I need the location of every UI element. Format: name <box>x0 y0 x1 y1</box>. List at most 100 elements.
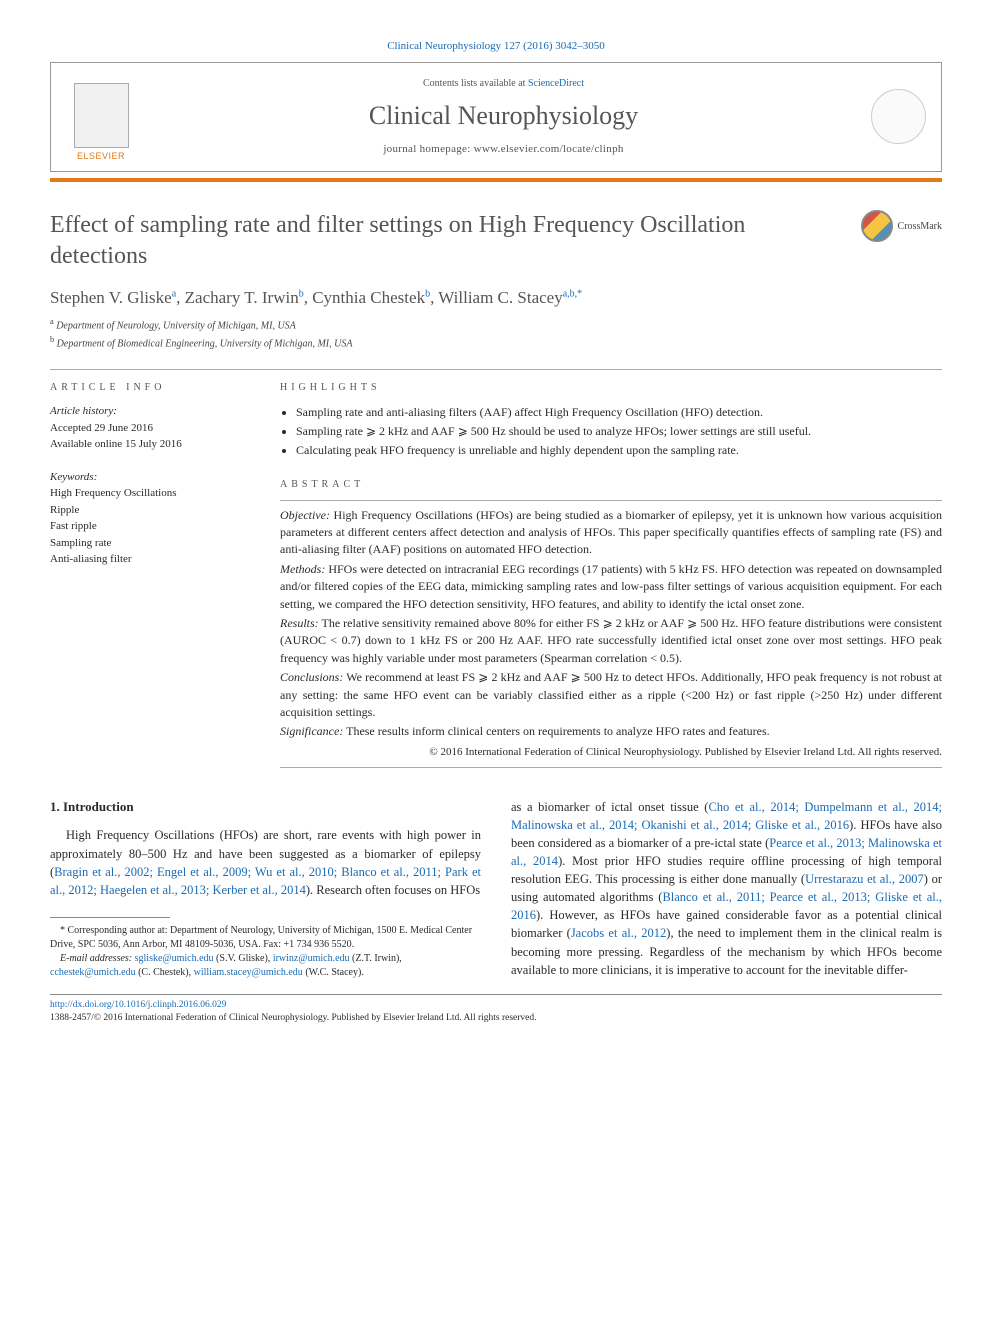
abs-results: Results: The relative sensitivity remain… <box>280 615 942 667</box>
issn-copyright: 1388-2457/© 2016 International Federatio… <box>50 1012 942 1025</box>
journal-homepage[interactable]: journal homepage: www.elsevier.com/locat… <box>136 143 871 155</box>
page-container: Clinical Neurophysiology 127 (2016) 3042… <box>0 0 992 1066</box>
journal-name: Clinical Neurophysiology <box>136 101 871 131</box>
abstract-body: Objective: High Frequency Oscillations (… <box>280 507 942 761</box>
author-list: Stephen V. Gliskea, Zachary T. Irwinb, C… <box>50 288 942 308</box>
intro-heading: 1. Introduction <box>50 798 481 817</box>
abs-methods-text: HFOs were detected on intracranial EEG r… <box>280 562 942 611</box>
footnote-rule <box>50 917 170 918</box>
divider-top <box>50 369 942 370</box>
affiliation-b: b Department of Biomedical Engineering, … <box>50 334 942 351</box>
abs-methods: Methods: HFOs were detected on intracran… <box>280 561 942 613</box>
abs-results-text: The relative sensitivity remained above … <box>280 616 942 665</box>
corresponding-author: * Corresponding author at: Department of… <box>50 924 481 952</box>
author-2-aff: b <box>299 289 304 300</box>
history-label: Article history: <box>50 405 117 417</box>
highlights-list: Sampling rate and anti-aliasing filters … <box>280 403 942 461</box>
abs-significance-text: These results inform clinical centers on… <box>346 724 770 738</box>
intro-cite-6[interactable]: Jacobs et al., 2012 <box>571 926 666 940</box>
contents-prefix: Contents lists available at <box>423 78 528 89</box>
affiliation-a-text: Department of Neurology, University of M… <box>56 321 296 332</box>
abs-copyright: © 2016 International Federation of Clini… <box>280 745 942 761</box>
abs-conclusions: Conclusions: We recommend at least FS ⩾ … <box>280 669 942 721</box>
corresponding-star: * <box>577 289 582 300</box>
author-4-aff: a,b, <box>563 289 577 300</box>
author-1[interactable]: Stephen V. Gliske <box>50 288 172 307</box>
keywords-label: Keywords: <box>50 471 97 483</box>
journal-reference[interactable]: Clinical Neurophysiology 127 (2016) 3042… <box>50 40 942 52</box>
keyword-2: Fast ripple <box>50 520 97 532</box>
contents-list-line: Contents lists available at ScienceDirec… <box>136 78 871 89</box>
crossmark-label: CrossMark <box>898 221 942 232</box>
article-info-label: ARTICLE INFO <box>50 382 250 393</box>
column-left: 1. Introduction High Frequency Oscillati… <box>50 798 481 980</box>
affiliation-b-text: Department of Biomedical Engineering, Un… <box>57 338 353 349</box>
author-1-aff: a <box>172 289 176 300</box>
keyword-3: Sampling rate <box>50 537 111 549</box>
affiliation-a: a Department of Neurology, University of… <box>50 316 942 333</box>
header-center: Contents lists available at ScienceDirec… <box>136 78 871 155</box>
highlight-0: Sampling rate and anti-aliasing filters … <box>296 403 942 422</box>
footer-rule <box>50 994 942 995</box>
elsevier-tree-icon <box>74 83 129 148</box>
online-date: Available online 15 July 2016 <box>50 438 182 450</box>
email-1-name: (S.V. Gliske), <box>216 953 273 964</box>
keywords-block: Keywords: High Frequency Oscillations Ri… <box>50 469 250 568</box>
highlight-2: Calculating peak HFO frequency is unreli… <box>296 441 942 460</box>
abs-conclusions-text: We recommend at least FS ⩾ 2 kHz and AAF… <box>280 670 942 719</box>
abs-objective: Objective: High Frequency Oscillations (… <box>280 507 942 559</box>
email-2[interactable]: irwinz@umich.edu <box>273 953 350 964</box>
intro-cite-4[interactable]: Urrestarazu et al., 2007 <box>805 872 924 886</box>
keyword-0: High Frequency Oscillations <box>50 487 176 499</box>
info-row: ARTICLE INFO Article history: Accepted 2… <box>50 382 942 768</box>
elsevier-logo[interactable]: ELSEVIER <box>66 71 136 161</box>
highlights-label: HIGHLIGHTS <box>280 382 942 393</box>
intro-p2: as a biomarker of ictal onset tissue (Ch… <box>511 798 942 979</box>
abs-significance-label: Significance: <box>280 724 343 738</box>
highlight-1: Sampling rate ⩾ 2 kHz and AAF ⩾ 500 Hz s… <box>296 422 942 441</box>
highlights-abstract-column: HIGHLIGHTS Sampling rate and anti-aliasi… <box>280 382 942 768</box>
abs-objective-text: High Frequency Oscillations (HFOs) are b… <box>280 508 942 557</box>
affiliations: a Department of Neurology, University of… <box>50 316 942 351</box>
accepted-date: Accepted 29 June 2016 <box>50 422 153 434</box>
keyword-4: Anti-aliasing filter <box>50 553 132 565</box>
orange-divider <box>50 178 942 182</box>
author-3-aff: b <box>425 289 430 300</box>
email-label: E-mail addresses: <box>60 953 132 964</box>
abstract-rule <box>280 500 942 501</box>
author-4[interactable]: William C. Stacey <box>438 288 562 307</box>
abs-results-label: Results: <box>280 616 319 630</box>
elsevier-label: ELSEVIER <box>77 151 125 161</box>
sciencedirect-link[interactable]: ScienceDirect <box>528 78 584 89</box>
email-4-name: (W.C. Stacey). <box>305 967 364 978</box>
email-1[interactable]: sgliske@umich.edu <box>135 953 214 964</box>
email-3[interactable]: cchestek@umich.edu <box>50 967 136 978</box>
abs-methods-label: Methods: <box>280 562 325 576</box>
title-row: Effect of sampling rate and filter setti… <box>50 210 942 272</box>
keyword-1: Ripple <box>50 504 79 516</box>
abs-significance: Significance: These results inform clini… <box>280 723 942 740</box>
intro-p1: High Frequency Oscillations (HFOs) are s… <box>50 826 481 899</box>
author-3[interactable]: Cynthia Chestek <box>312 288 425 307</box>
page-footer: http://dx.doi.org/10.1016/j.clinph.2016.… <box>50 999 942 1026</box>
email-3-name: (C. Chestek), <box>138 967 194 978</box>
intro-p1-post: ). Research often focuses on HFOs <box>306 883 480 897</box>
journal-header: ELSEVIER Contents lists available at Sci… <box>50 62 942 172</box>
column-right: as a biomarker of ictal onset tissue (Ch… <box>511 798 942 980</box>
crossmark-badge[interactable]: CrossMark <box>861 210 942 242</box>
abstract-rule-bottom <box>280 767 942 768</box>
main-body: 1. Introduction High Frequency Oscillati… <box>50 798 942 980</box>
journal-society-logo <box>871 89 926 144</box>
abs-conclusions-label: Conclusions: <box>280 670 343 684</box>
author-2[interactable]: Zachary T. Irwin <box>185 288 299 307</box>
p2-a: as a biomarker of ictal onset tissue ( <box>511 800 708 814</box>
article-info-column: ARTICLE INFO Article history: Accepted 2… <box>50 382 250 768</box>
footnote-block: * Corresponding author at: Department of… <box>50 924 481 980</box>
doi-link[interactable]: http://dx.doi.org/10.1016/j.clinph.2016.… <box>50 999 942 1012</box>
email-4[interactable]: william.stacey@umich.edu <box>194 967 303 978</box>
article-history: Article history: Accepted 29 June 2016 A… <box>50 403 250 453</box>
article-title: Effect of sampling rate and filter setti… <box>50 210 841 272</box>
email-2-name: (Z.T. Irwin), <box>352 953 402 964</box>
abs-objective-label: Objective: <box>280 508 330 522</box>
email-addresses: E-mail addresses: sgliske@umich.edu (S.V… <box>50 952 481 980</box>
